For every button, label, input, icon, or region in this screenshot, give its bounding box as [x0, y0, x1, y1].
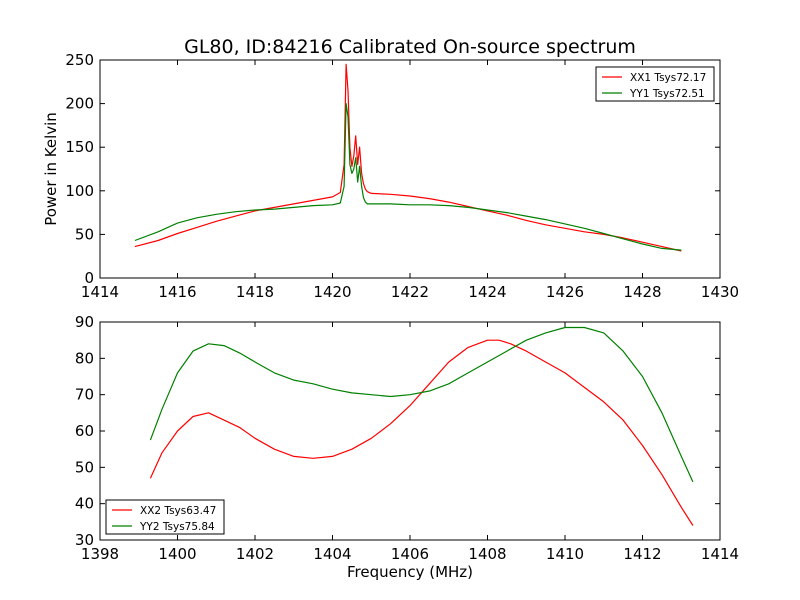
x-tick-label: 1404 — [313, 545, 351, 563]
x-tick-label: 1428 — [623, 283, 661, 301]
x-tick-label: 1412 — [623, 545, 661, 563]
panels: 1414 1416 1418 1420 1422 1424 1426 1428 14300501… — [42, 51, 739, 563]
y-tick-label: 150 — [65, 138, 94, 156]
y-tick-label: 0 — [84, 269, 94, 287]
y-axis-label: Power in Kelvin — [42, 112, 60, 226]
y-tick-label: 100 — [65, 182, 94, 200]
panel-2: 1398 1400 1402 1404 1406 1408 1410 1412 1414 30 40… — [75, 313, 739, 563]
x-axis-label: Frequency (MHz) — [347, 563, 473, 581]
x-tick-label: 1410 — [546, 545, 584, 563]
legend: XX1 Tsys72.17 YY1 Tsys72.51 — [595, 66, 715, 102]
legend-entry: YY2 Tsys75.84 — [139, 521, 215, 533]
x-tick-label: 1420 — [313, 283, 351, 301]
legend-frame — [595, 66, 715, 102]
legend-entry: YY1 Tsys72.51 — [629, 88, 705, 100]
x-tick-label: 1422 — [391, 283, 429, 301]
x-tick-label: 1418 — [236, 283, 274, 301]
y-tick-label: 250 — [65, 51, 94, 69]
series-line-1-1 — [134, 63, 682, 252]
y-tick-label: 200 — [65, 95, 94, 113]
series-line-2-2 — [149, 326, 694, 483]
y-tick-label: 50 — [75, 225, 94, 243]
x-tick-label: 1408 — [468, 545, 506, 563]
panel-1: 1414 1416 1418 1420 1422 1424 1426 1428 1430 0 50 1… — [42, 51, 739, 301]
x-tick-label: 1426 — [546, 283, 584, 301]
series-line-1-2 — [134, 102, 682, 251]
x-tick-label: 1414 — [81, 283, 119, 301]
x-tick-label: 1414 — [701, 545, 739, 563]
y-tick-label: 50 — [75, 458, 94, 476]
y-tick-label: 30 — [75, 531, 94, 549]
x-tick-label: 1416 — [158, 283, 196, 301]
x-tick-label: 1424 — [468, 283, 506, 301]
x-tick-label: 1402 — [236, 545, 274, 563]
legend-frame — [105, 499, 225, 535]
x-tick-label: 1398 — [81, 545, 119, 563]
series-line-2-1 — [149, 339, 694, 526]
y-tick-label: 80 — [75, 349, 94, 367]
legend-entry: XX2 Tsys63.47 — [140, 505, 216, 517]
y-tick-label: 90 — [75, 313, 94, 331]
x-tick-label: 1406 — [391, 545, 429, 563]
y-tick-label: 70 — [75, 386, 94, 404]
chart-title: GL80, ID:84216 Calibrated On-source spec… — [184, 36, 636, 58]
x-tick-label: 1400 — [158, 545, 196, 563]
legend: XX2 Tsys63.47 YY2 Tsys75.84 — [105, 499, 225, 535]
legend-entry: XX1 Tsys72.17 — [630, 72, 706, 84]
x-tick-label: 1430 — [701, 283, 739, 301]
y-tick-label: 60 — [75, 422, 94, 440]
y-tick-label: 40 — [75, 495, 94, 513]
